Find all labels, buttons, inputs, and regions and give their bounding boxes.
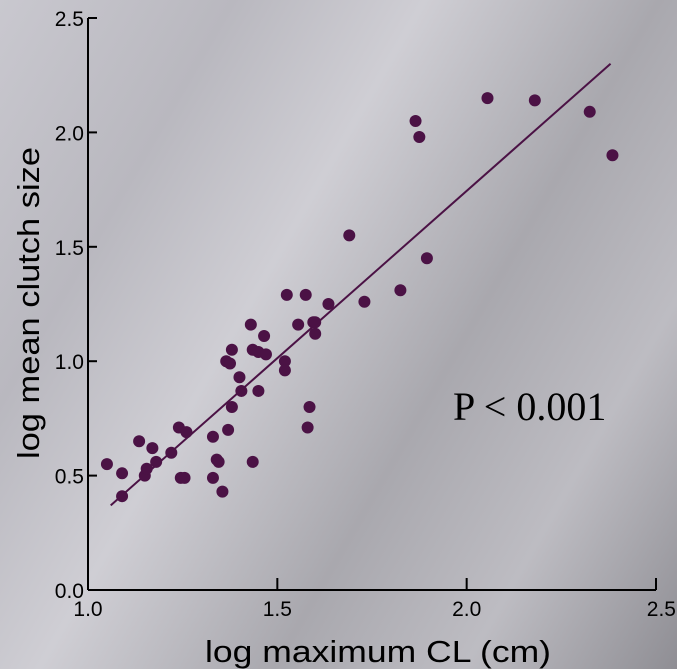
data-point xyxy=(133,435,146,448)
data-points xyxy=(100,92,619,503)
data-point xyxy=(233,371,246,384)
data-point xyxy=(225,343,238,356)
data-point xyxy=(528,94,541,107)
data-point xyxy=(413,130,426,143)
data-point xyxy=(309,327,322,340)
data-point xyxy=(225,400,238,413)
y-axis-title: log mean clutch size xyxy=(11,147,46,459)
data-point xyxy=(116,467,129,480)
y-tick-label: 2.0 xyxy=(55,122,84,145)
trendline-group xyxy=(110,63,612,507)
data-point xyxy=(583,105,596,118)
data-point xyxy=(206,430,219,443)
data-point xyxy=(216,485,229,498)
data-point xyxy=(212,455,225,468)
data-point xyxy=(309,316,322,329)
data-point xyxy=(222,423,235,436)
data-point xyxy=(301,421,314,434)
data-point xyxy=(358,295,371,308)
data-point xyxy=(409,114,422,127)
data-point xyxy=(303,400,316,413)
data-point xyxy=(259,348,272,361)
x-tick-label: 2.0 xyxy=(452,598,481,621)
data-point xyxy=(481,92,494,105)
data-point xyxy=(258,330,271,343)
data-point xyxy=(292,318,305,331)
data-point xyxy=(235,384,248,397)
data-point xyxy=(246,455,259,468)
axes xyxy=(87,18,656,591)
p-value-annotation: P < 0.001 xyxy=(453,384,606,429)
data-point xyxy=(280,288,293,301)
data-point xyxy=(165,446,178,459)
data-point xyxy=(343,229,356,242)
data-point xyxy=(150,455,163,468)
data-point xyxy=(420,252,433,265)
data-point xyxy=(206,471,219,484)
y-tick-label: 1.0 xyxy=(55,351,84,374)
data-point xyxy=(180,426,193,439)
data-point xyxy=(178,471,191,484)
data-point xyxy=(278,364,291,377)
data-point xyxy=(224,357,236,370)
data-point xyxy=(278,355,291,368)
x-tick-label: 1.0 xyxy=(73,598,102,621)
data-point xyxy=(146,442,159,455)
data-point xyxy=(100,458,113,471)
x-axis-title: log maximum CL (cm) xyxy=(205,634,551,669)
y-tick-label: 2.5 xyxy=(55,8,84,31)
x-tick-label: 2.5 xyxy=(647,598,676,621)
data-point xyxy=(252,384,265,397)
trendline xyxy=(110,63,612,507)
data-point xyxy=(299,288,312,301)
y-tick-label: 0.5 xyxy=(55,466,84,489)
y-tick-label: 0.0 xyxy=(55,580,84,603)
x-axis-ticks: 1.0 1.5 2.0 2.5 xyxy=(73,578,676,621)
data-point xyxy=(116,490,129,503)
data-point xyxy=(244,318,257,331)
x-tick-label: 1.5 xyxy=(263,598,292,621)
y-axis-ticks: 0.0 0.5 1.0 1.5 2.0 2.5 xyxy=(55,8,97,603)
y-tick-label: 1.5 xyxy=(55,237,84,260)
data-point xyxy=(140,462,153,475)
data-point xyxy=(322,298,335,310)
data-point xyxy=(606,149,619,162)
data-point xyxy=(394,284,407,297)
